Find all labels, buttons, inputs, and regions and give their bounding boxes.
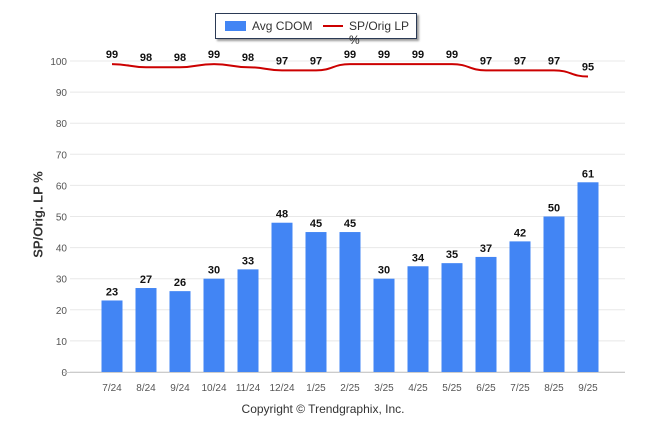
y-tick-label: 100 (50, 57, 67, 68)
line-data-label: 99 (208, 49, 220, 61)
legend-swatch-avg-cdom (225, 21, 246, 31)
bar-data-label: 50 (548, 203, 560, 215)
y-tick-label: 0 (61, 368, 67, 379)
y-tick-label: 60 (56, 181, 68, 192)
line-data-label: 97 (514, 55, 526, 67)
legend: Avg CDOM SP/Orig LP % (215, 13, 417, 47)
bar (169, 291, 191, 372)
bar-data-label: 37 (480, 243, 492, 255)
x-tick-label: 3/25 (374, 383, 394, 394)
bar (135, 288, 157, 372)
y-tick-label: 80 (56, 119, 68, 130)
bar (339, 232, 361, 372)
bar (101, 300, 123, 372)
bar-data-label: 34 (412, 252, 425, 264)
bar-data-label: 42 (514, 227, 526, 239)
bar-data-label: 48 (276, 209, 288, 221)
bar-data-label: 61 (582, 168, 594, 180)
bar-data-label: 27 (140, 274, 152, 286)
x-tick-label: 8/24 (136, 383, 156, 394)
bar-data-label: 33 (242, 255, 254, 267)
bar (407, 266, 429, 372)
line-data-label: 99 (412, 49, 424, 61)
bar (577, 182, 599, 372)
y-tick-label: 30 (56, 275, 68, 286)
legend-label-avg-cdom: Avg CDOM (252, 19, 313, 33)
bar-data-label: 30 (208, 265, 220, 277)
x-tick-label: 7/24 (102, 383, 122, 394)
bar (305, 232, 327, 372)
line-data-label: 97 (276, 55, 288, 67)
bar (271, 222, 293, 372)
line-data-label: 99 (446, 49, 458, 61)
bar-data-label: 23 (106, 286, 118, 298)
y-tick-label: 40 (56, 244, 68, 255)
y-tick-label: 50 (56, 213, 68, 224)
x-tick-label: 6/25 (476, 383, 496, 394)
y-tick-label: 20 (56, 306, 68, 317)
bar (203, 278, 225, 372)
bar (543, 216, 565, 372)
y-tick-label: 90 (56, 88, 68, 99)
x-tick-label: 8/25 (544, 383, 564, 394)
bar-data-label: 35 (446, 249, 458, 261)
bar (237, 269, 259, 372)
bar (475, 256, 497, 372)
x-tick-label: 9/24 (170, 383, 190, 394)
bar-data-label: 30 (378, 265, 390, 277)
x-tick-label: 7/25 (510, 383, 530, 394)
bar (441, 263, 463, 372)
x-tick-label: 11/24 (236, 383, 261, 394)
bar-data-label: 45 (344, 218, 356, 230)
line-data-label: 97 (548, 55, 560, 67)
y-tick-label: 70 (56, 150, 68, 161)
line-data-label: 98 (242, 52, 254, 64)
x-tick-label: 9/25 (578, 383, 598, 394)
y-tick-label: 10 (56, 337, 68, 348)
bar (509, 241, 531, 372)
x-tick-label: 2/25 (340, 383, 360, 394)
copyright: Copyright © Trendgraphix, Inc. (241, 402, 405, 416)
line-data-label: 98 (174, 52, 186, 64)
legend-label-sp-orig-lp: SP/Orig LP % (349, 19, 409, 47)
line-data-label: 97 (480, 55, 492, 67)
bar (373, 278, 395, 372)
legend-swatch-sp-orig-lp (323, 25, 343, 27)
line-data-label: 97 (310, 55, 322, 67)
x-tick-label: 4/25 (408, 383, 428, 394)
x-tick-label: 5/25 (442, 383, 462, 394)
line-data-label: 99 (344, 49, 356, 61)
line-data-label: 99 (106, 49, 118, 61)
line-data-label: 98 (140, 52, 152, 64)
line-data-label: 95 (582, 62, 594, 74)
y-axis-label: SP/Orig. LP % (30, 171, 46, 258)
x-tick-label: 1/25 (306, 383, 326, 394)
line-series-sp-orig-lp (111, 63, 589, 78)
x-tick-label: 10/24 (201, 383, 226, 394)
x-tick-label: 12/24 (269, 383, 294, 394)
bar-data-label: 45 (310, 218, 322, 230)
line-data-label: 99 (378, 49, 390, 61)
bar-data-label: 26 (174, 277, 186, 289)
